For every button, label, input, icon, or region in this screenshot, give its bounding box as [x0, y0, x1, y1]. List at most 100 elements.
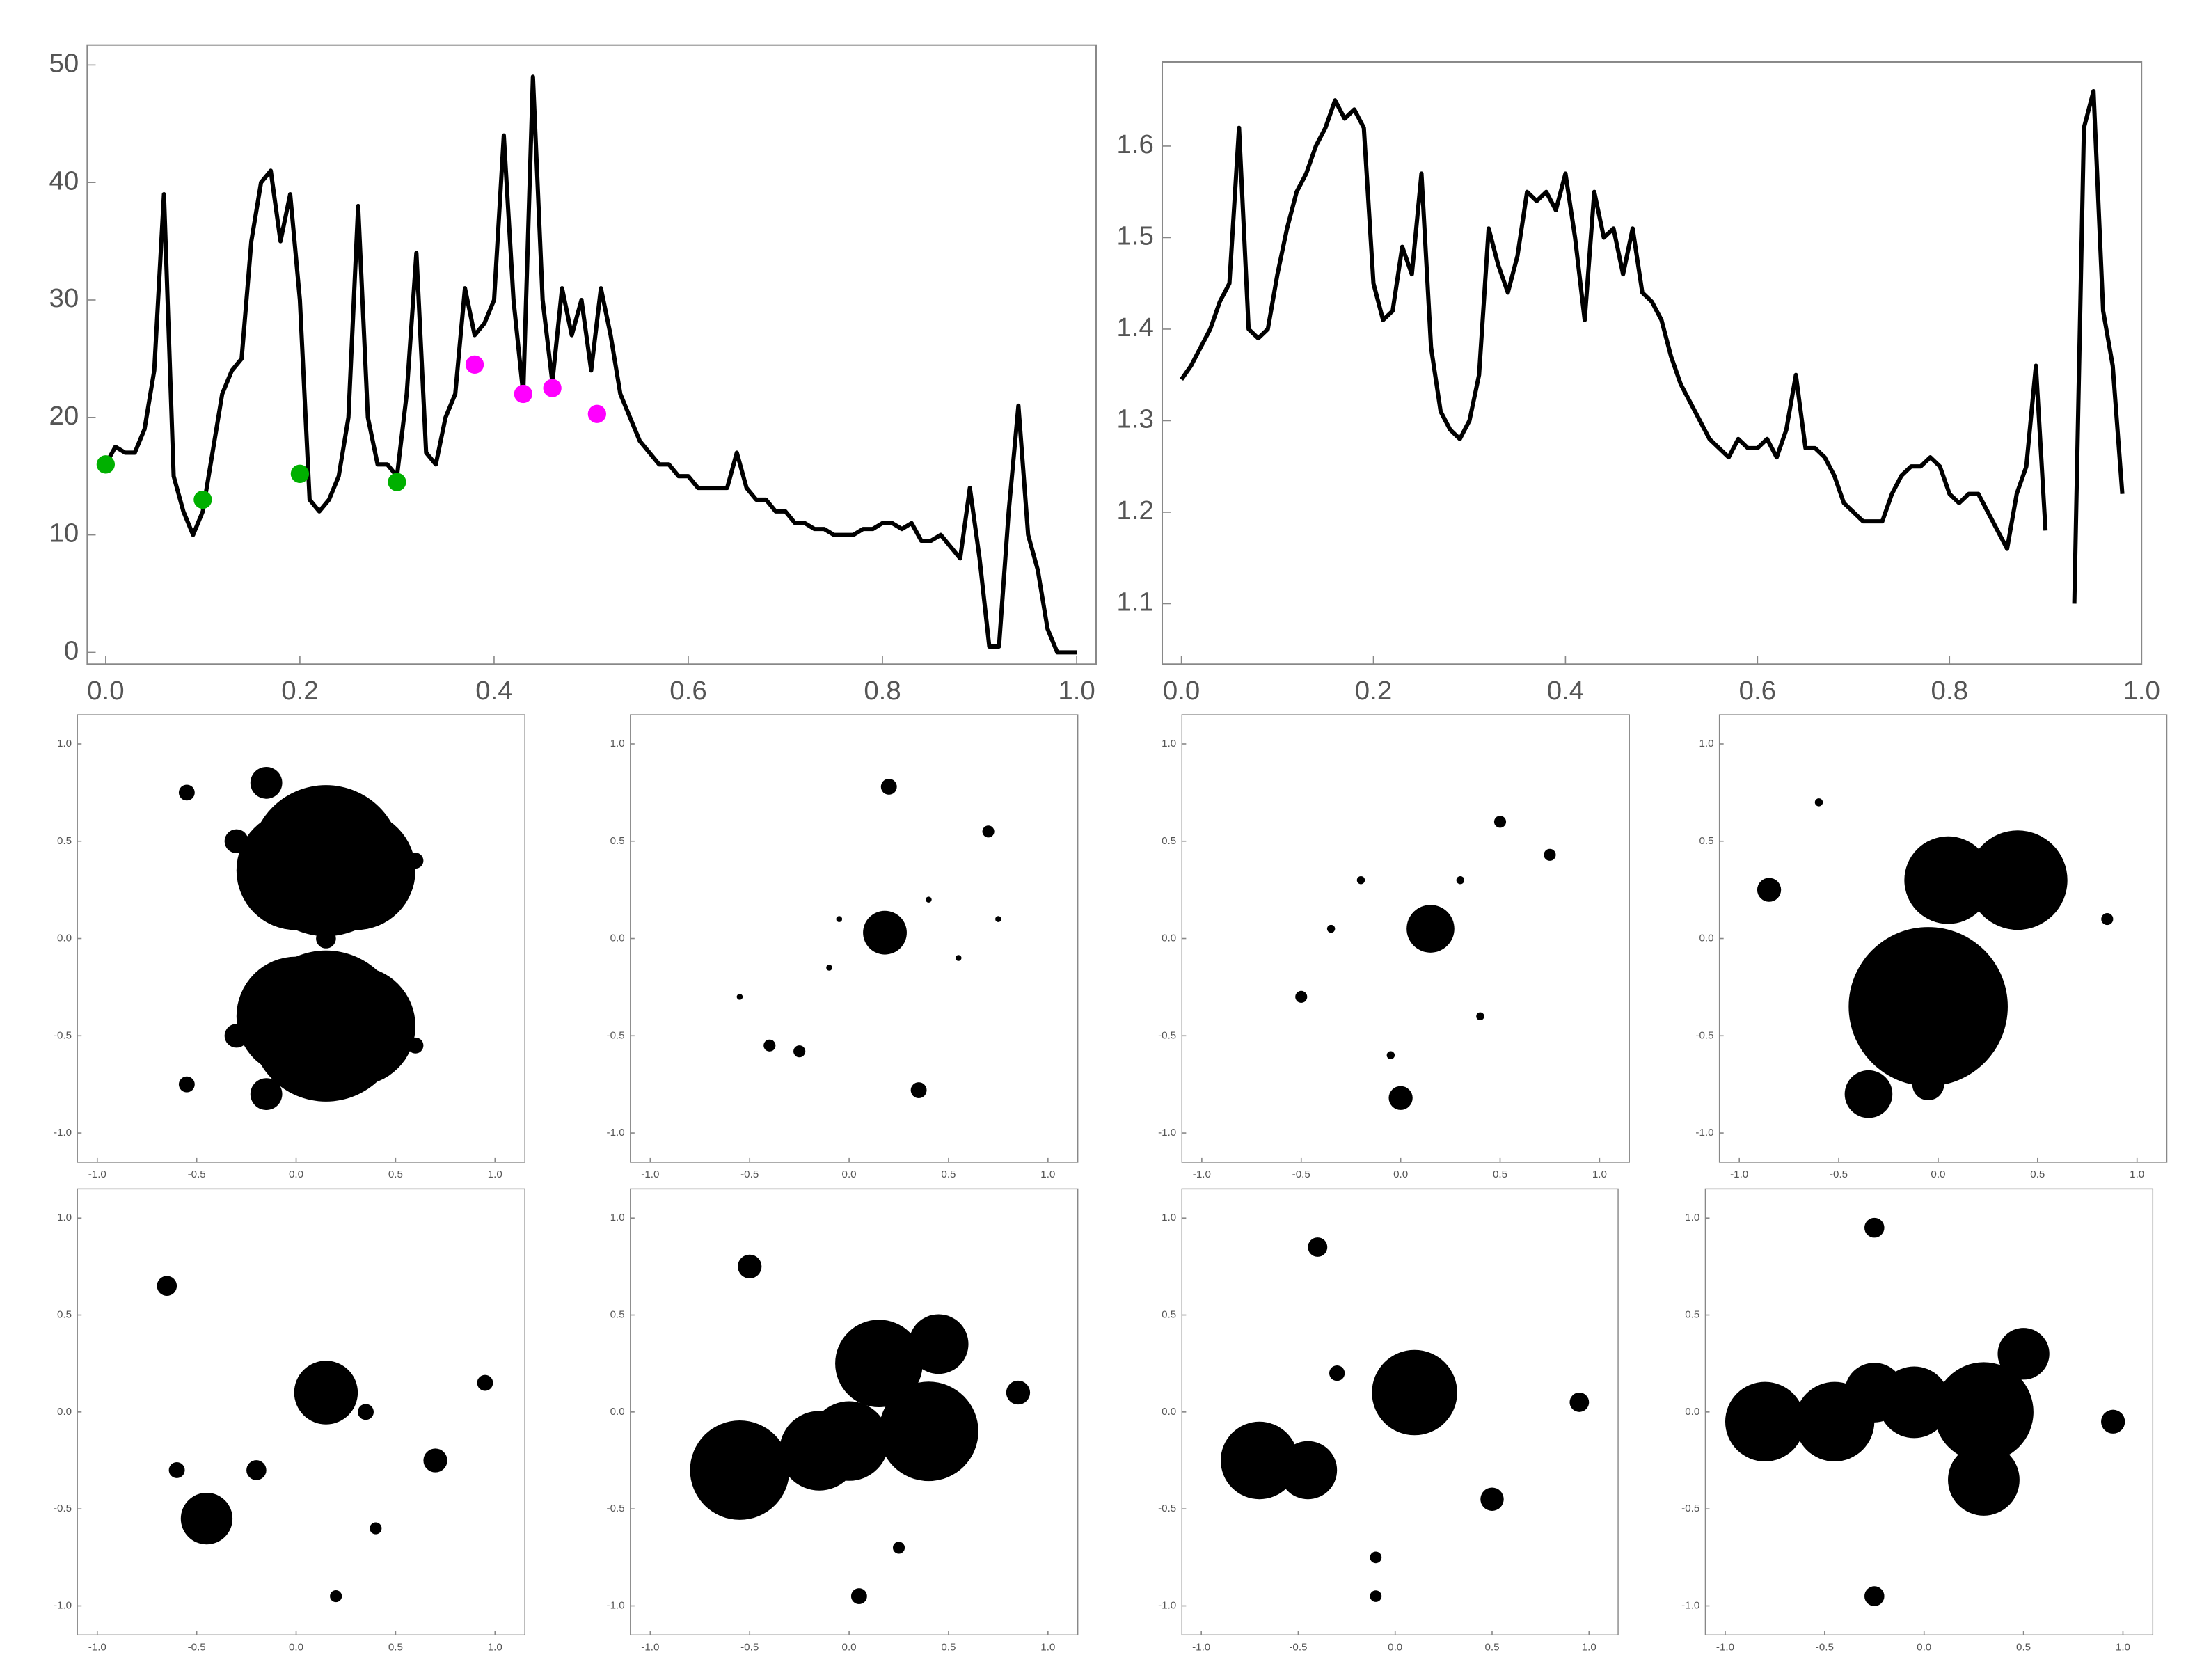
x-tick-label: 1.0 — [1040, 1641, 1055, 1653]
y-tick-label: -0.5 — [1681, 1503, 1699, 1514]
y-tick-label: 0.0 — [1162, 1406, 1176, 1418]
blob — [1006, 1380, 1031, 1405]
blob — [178, 784, 195, 801]
blob — [926, 896, 932, 903]
x-tick-label: 0.0 — [289, 1641, 303, 1653]
blob — [1904, 836, 1992, 924]
blob — [880, 779, 897, 795]
y-tick-label: -1.0 — [1158, 1127, 1176, 1139]
point — [587, 404, 606, 423]
y-tick-label: 0.5 — [610, 835, 625, 847]
x-tick-label: -1.0 — [1192, 1641, 1210, 1653]
x-tick-label: 1.0 — [2130, 1168, 2144, 1180]
blob — [738, 1254, 762, 1279]
blob — [826, 965, 832, 971]
x-tick-label: 1.0 — [1582, 1641, 1596, 1653]
blob — [1370, 1551, 1382, 1564]
x-tick-label: 0.4 — [1547, 676, 1584, 706]
y-tick-label: -1.0 — [54, 1127, 72, 1139]
blob — [250, 1078, 283, 1111]
y-tick-label: -0.5 — [607, 1029, 625, 1041]
y-tick-label: 0.0 — [57, 933, 72, 944]
blob — [995, 916, 1001, 922]
point — [388, 473, 406, 491]
x-tick-label: 1.0 — [1058, 676, 1095, 706]
x-tick-label: 1.0 — [488, 1168, 502, 1180]
y-tick-label: 30 — [49, 283, 79, 313]
y-tick-label: 0.5 — [1685, 1309, 1699, 1321]
blob — [296, 810, 415, 930]
x-tick-label: 0.5 — [388, 1168, 403, 1180]
point — [514, 384, 532, 404]
blob — [955, 955, 962, 961]
y-tick-label: -0.5 — [1695, 1029, 1713, 1041]
line-series — [1180, 88, 2125, 604]
y-tick-label: 0.5 — [57, 1309, 72, 1321]
y-tick-label: -1.0 — [607, 1127, 625, 1139]
x-tick-label: 0.5 — [1493, 1168, 1507, 1180]
y-tick-label: -1.0 — [1695, 1127, 1713, 1139]
blob — [1493, 816, 1507, 828]
x-tick-label: 0.0 — [1163, 676, 1200, 706]
y-tick-label: 0.0 — [1685, 1406, 1699, 1418]
x-tick-label: 0.2 — [281, 676, 318, 706]
x-tick-label: 0.0 — [1931, 1168, 1945, 1180]
y-tick-label: -1.0 — [607, 1600, 625, 1612]
blob — [1934, 1362, 2034, 1462]
blob — [1725, 1381, 1805, 1461]
y-tick-label: 10 — [49, 518, 79, 548]
x-tick-label: 0.5 — [2016, 1641, 2031, 1653]
y-tick-label: -0.5 — [54, 1503, 72, 1514]
y-tick-label: 0.5 — [610, 1309, 625, 1321]
blob — [1844, 1363, 1905, 1423]
x-tick-label: 0.0 — [842, 1168, 857, 1180]
y-tick-label: 1.0 — [1685, 1212, 1699, 1223]
blob — [1948, 1443, 2020, 1516]
x-tick-label: -1.0 — [641, 1168, 659, 1180]
point — [465, 355, 484, 374]
y-tick-label: 1.0 — [57, 1212, 72, 1223]
y-tick-label: -1.0 — [1681, 1600, 1699, 1612]
blob — [407, 1037, 424, 1054]
x-tick-label: 0.5 — [941, 1641, 956, 1653]
y-tick-label: 0.0 — [610, 933, 625, 944]
blob — [1406, 905, 1455, 953]
blob — [423, 1448, 447, 1473]
x-tick-label: -1.0 — [641, 1641, 659, 1653]
blob — [1864, 1586, 1885, 1606]
y-tick-label: 1.4 — [1116, 312, 1153, 342]
blob — [690, 1420, 790, 1520]
x-tick-label: 0.0 — [1393, 1168, 1408, 1180]
blob — [892, 1542, 905, 1554]
blob — [793, 1045, 806, 1058]
blob — [246, 1460, 267, 1480]
y-tick-label: 20 — [49, 401, 79, 431]
blob — [180, 1492, 233, 1545]
y-tick-label: 40 — [49, 166, 79, 196]
blob — [157, 1276, 177, 1297]
x-tick-label: 1.0 — [1040, 1168, 1055, 1180]
blob — [1848, 927, 2008, 1086]
blob — [316, 928, 336, 949]
x-tick-label: 0.5 — [1484, 1641, 1499, 1653]
y-tick-label: 1.6 — [1116, 129, 1153, 159]
x-tick-label: 0.6 — [1739, 676, 1776, 706]
x-tick-label: -1.0 — [88, 1168, 106, 1180]
blob — [1326, 924, 1336, 933]
blob — [2101, 1409, 2125, 1434]
x-tick-label: -0.5 — [188, 1641, 206, 1653]
x-tick-label: -0.5 — [740, 1168, 759, 1180]
x-tick-label: -0.5 — [1289, 1641, 1307, 1653]
y-tick-label: -0.5 — [54, 1029, 72, 1041]
blob — [736, 994, 743, 1000]
point — [543, 379, 562, 397]
blob — [2101, 912, 2114, 926]
x-tick-label: 0.4 — [475, 676, 512, 706]
blob — [835, 1320, 923, 1408]
blob — [1456, 875, 1465, 885]
blob — [1569, 1392, 1590, 1412]
y-tick-label: -1.0 — [1158, 1600, 1176, 1612]
blob — [1912, 1068, 1944, 1101]
blob — [407, 853, 424, 869]
